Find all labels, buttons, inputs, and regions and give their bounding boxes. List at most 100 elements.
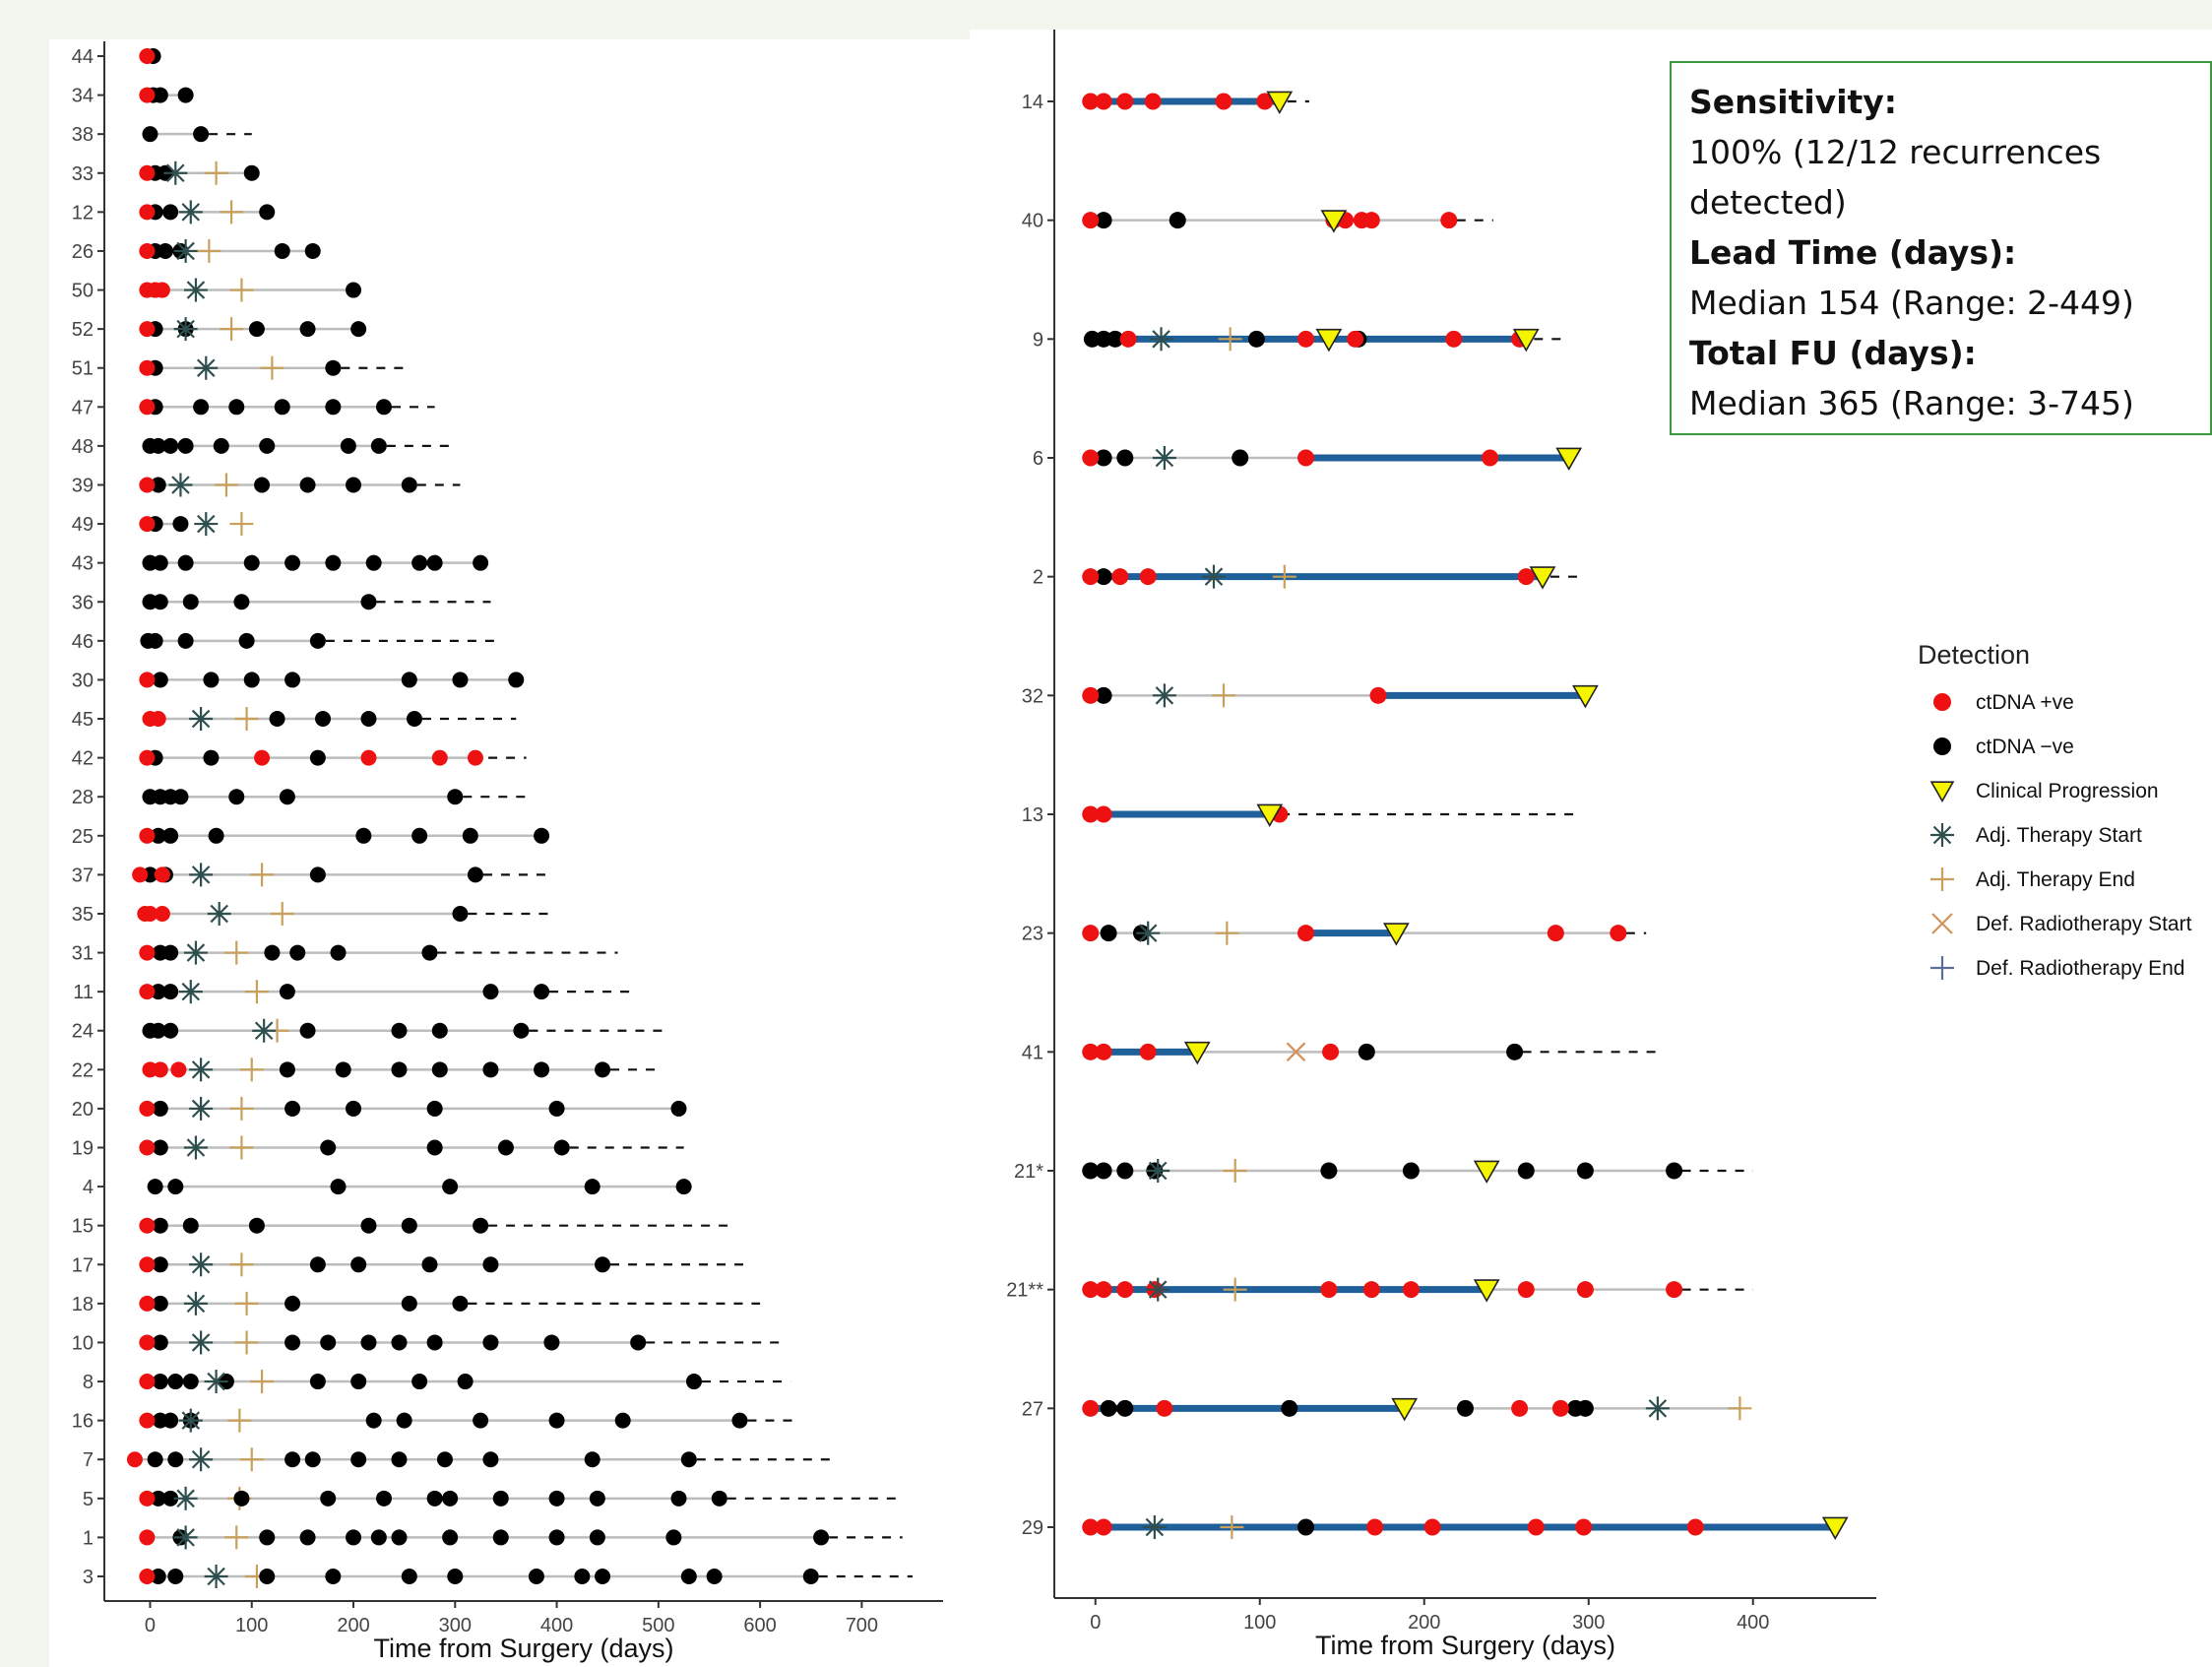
ctdna-positive-point <box>139 944 156 961</box>
ctdna-positive-point <box>1095 93 1112 110</box>
ctdna-positive-point <box>1082 805 1100 823</box>
ctdna-negative-point <box>309 632 326 649</box>
y-tick-label: 47 <box>72 397 94 418</box>
y-tick-label: 34 <box>72 86 94 107</box>
y-tick-label: 4 <box>83 1177 94 1198</box>
adj-therapy-end-marker <box>1218 327 1242 352</box>
ctdna-negative-point <box>142 126 158 143</box>
ctdna-negative-point <box>320 1334 337 1351</box>
ctdna-positive-point <box>1320 1281 1338 1299</box>
ctdna-negative-point <box>335 1061 351 1078</box>
adj-therapy-end-marker <box>239 1447 264 1472</box>
adj-therapy-start-marker-ray <box>186 281 206 299</box>
adj-therapy-end-marker <box>1215 921 1239 945</box>
ctdna-negative-point <box>534 827 550 844</box>
ctdna-negative-point <box>167 1569 184 1584</box>
y-tick-label: 51 <box>72 358 94 380</box>
ctdna-positive-point <box>1482 449 1499 467</box>
clinical-progression-marker <box>1183 1041 1211 1065</box>
ctdna-positive-point <box>139 204 156 221</box>
ctdna-positive-point <box>152 1061 168 1078</box>
ctdna-negative-point <box>595 1569 611 1584</box>
ctdna-positive-point <box>1322 1043 1340 1060</box>
ctdna-positive-point <box>1576 1281 1594 1299</box>
ctdna-negative-point <box>411 827 428 844</box>
ctdna-negative-point <box>548 1100 565 1117</box>
ctdna-positive-point <box>1547 925 1564 942</box>
y-tick-label: 38 <box>72 124 94 146</box>
adj-therapy-start-marker <box>168 473 193 497</box>
adj-therapy-start-marker-ray <box>171 476 190 494</box>
ctdna-negative-point <box>340 437 356 454</box>
adj-therapy-start-marker <box>178 980 203 1004</box>
ctdna-negative-point <box>152 1334 168 1351</box>
ctdna-negative-point <box>473 554 489 571</box>
ctdna-negative-point <box>391 1022 408 1039</box>
ctdna-negative-point <box>325 359 342 376</box>
ctdna-negative-point <box>167 1374 184 1390</box>
ctdna-negative-point <box>482 1334 499 1351</box>
adj-therapy-start-marker-ray <box>191 1449 211 1469</box>
adj-therapy-end-marker <box>244 980 269 1004</box>
adj-therapy-end-marker <box>204 160 228 185</box>
ctdna-negative-point <box>152 672 168 688</box>
adj-therapy-end-marker <box>229 512 254 537</box>
adj-therapy-start-marker <box>1201 564 1226 589</box>
adj-therapy-end-marker <box>197 238 221 263</box>
ctdna-negative-point <box>299 1529 316 1546</box>
ctdna-negative-point <box>401 1569 417 1584</box>
ctdna-negative-point <box>309 866 326 883</box>
y-tick-label: 21** <box>1006 1280 1043 1302</box>
ctdna-positive-point <box>139 1100 156 1117</box>
ctdna-negative-point <box>193 126 210 143</box>
adj-therapy-start-marker-ray <box>1148 1280 1168 1299</box>
ctdna-negative-point <box>284 1100 301 1117</box>
adj-therapy-start-marker <box>178 200 203 224</box>
y-tick-label: 46 <box>72 631 94 653</box>
adj-therapy-start-marker-ray <box>1148 1161 1168 1181</box>
ctdna-positive-point <box>1402 1281 1420 1299</box>
ctdna-negative-point <box>584 1179 600 1195</box>
legend-def-rt-start-icon-b <box>1931 913 1953 934</box>
ctdna-negative-point <box>1247 330 1265 348</box>
ctdna-negative-point <box>203 672 220 688</box>
ctdna-negative-point <box>284 672 301 688</box>
clinical-progression-marker <box>1572 684 1599 709</box>
ctdna-negative-point <box>177 437 194 454</box>
ctdna-negative-point <box>630 1334 647 1351</box>
legend-item-label: Adj. Therapy Start <box>1976 824 2142 847</box>
ctdna-negative-point <box>508 672 525 688</box>
y-tick-label: 43 <box>72 553 94 575</box>
ctdna-positive-point <box>139 827 156 844</box>
ctdna-negative-point <box>376 399 392 416</box>
adj-therapy-start-marker-ray <box>176 319 195 339</box>
ctdna-negative-point <box>177 554 194 571</box>
ctdna-positive-point <box>1139 1043 1157 1060</box>
ctdna-positive-point <box>1082 93 1100 110</box>
ctdna-negative-point <box>548 1412 565 1429</box>
ctdna-negative-point <box>1095 330 1112 348</box>
ctdna-negative-point <box>150 1569 166 1584</box>
x-tick-label: 700 <box>846 1615 878 1636</box>
ctdna-positive-point <box>360 749 377 766</box>
ctdna-negative-point <box>1576 1162 1594 1180</box>
ctdna-negative-point <box>614 1412 631 1429</box>
y-tick-label: 17 <box>72 1254 94 1276</box>
ctdna-negative-point <box>309 1374 326 1390</box>
ctdna-negative-point <box>1100 1399 1117 1417</box>
ctdna-negative-point <box>157 242 173 259</box>
ctdna-negative-point <box>1116 449 1134 467</box>
ctdna-positive-point <box>1119 330 1137 348</box>
adj-therapy-start-marker-ray <box>1138 924 1158 942</box>
ctdna-positive-point <box>139 242 156 259</box>
ctdna-negative-point <box>1281 1399 1298 1417</box>
y-tick-label: 48 <box>72 436 94 458</box>
ctdna-negative-point <box>492 1529 509 1546</box>
ctdna-negative-point <box>473 1217 489 1234</box>
y-tick-label: 31 <box>72 943 94 965</box>
ctdna-negative-point <box>162 204 179 221</box>
ctdna-negative-point <box>665 1529 682 1546</box>
ctdna-negative-point <box>152 594 168 610</box>
ctdna-negative-point <box>162 944 179 961</box>
ctdna-negative-point <box>279 984 295 1000</box>
